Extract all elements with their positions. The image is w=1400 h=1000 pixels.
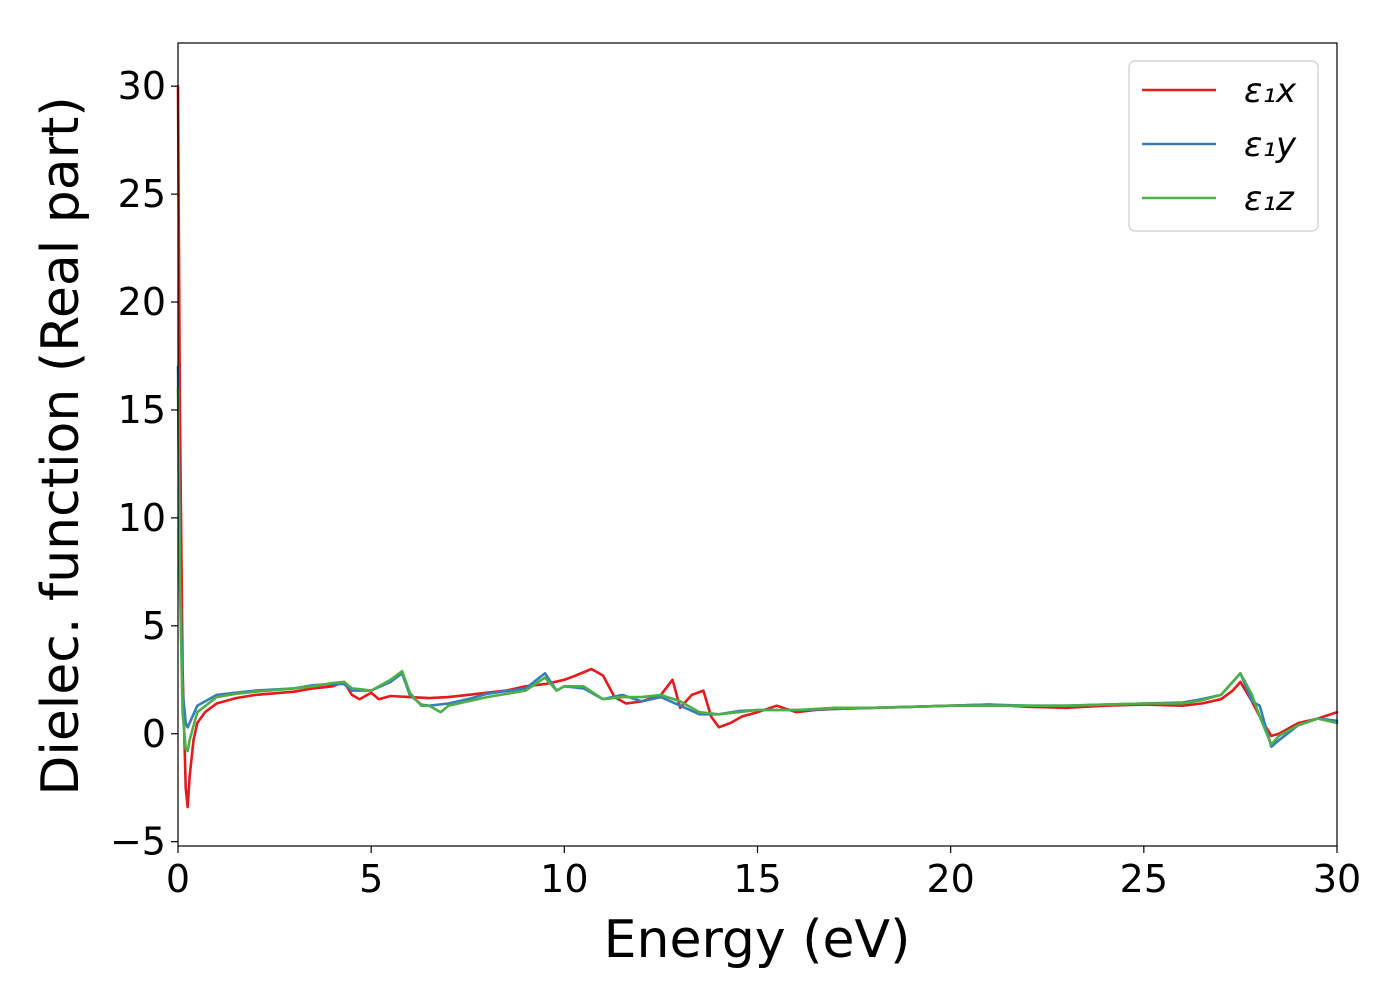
y-tick-label: 30 (118, 64, 166, 108)
legend-label-3: ε₁z (1244, 179, 1295, 219)
x-tick-label: 0 (166, 857, 190, 901)
series-line-3 (176, 387, 1339, 753)
x-tick-label: 5 (359, 857, 383, 901)
legend-box (1128, 60, 1319, 232)
y-tick-label: 15 (118, 388, 166, 432)
y-tick-label: 0 (142, 712, 166, 756)
x-tick-label: 10 (540, 857, 588, 901)
legend-label-2: ε₁y (1244, 125, 1297, 165)
legend-label-1: ε₁x (1244, 71, 1297, 111)
y-tick-label: 5 (142, 604, 166, 648)
x-axis: 0 5 10 15 20 25 30 (166, 846, 1361, 901)
legend: ε₁x ε₁y ε₁z (1128, 60, 1319, 232)
x-tick-label: 30 (1313, 857, 1361, 901)
x-tick-label: 25 (1120, 857, 1168, 901)
y-tick-label: −5 (110, 820, 166, 864)
y-tick-label: 10 (118, 496, 166, 540)
x-axis-title: Energy (eV) (604, 910, 911, 970)
legend-entries: ε₁x ε₁y ε₁z (1142, 71, 1297, 219)
y-axis-title: Dielec. function (Real part) (31, 96, 91, 795)
y-tick-label: 20 (118, 280, 166, 324)
y-axis: −5 0 5 10 15 20 25 30 (110, 64, 178, 864)
y-tick-label: 25 (118, 172, 166, 216)
x-tick-label: 20 (926, 857, 974, 901)
series-layer (176, 84, 1339, 809)
x-tick-label: 15 (733, 857, 781, 901)
